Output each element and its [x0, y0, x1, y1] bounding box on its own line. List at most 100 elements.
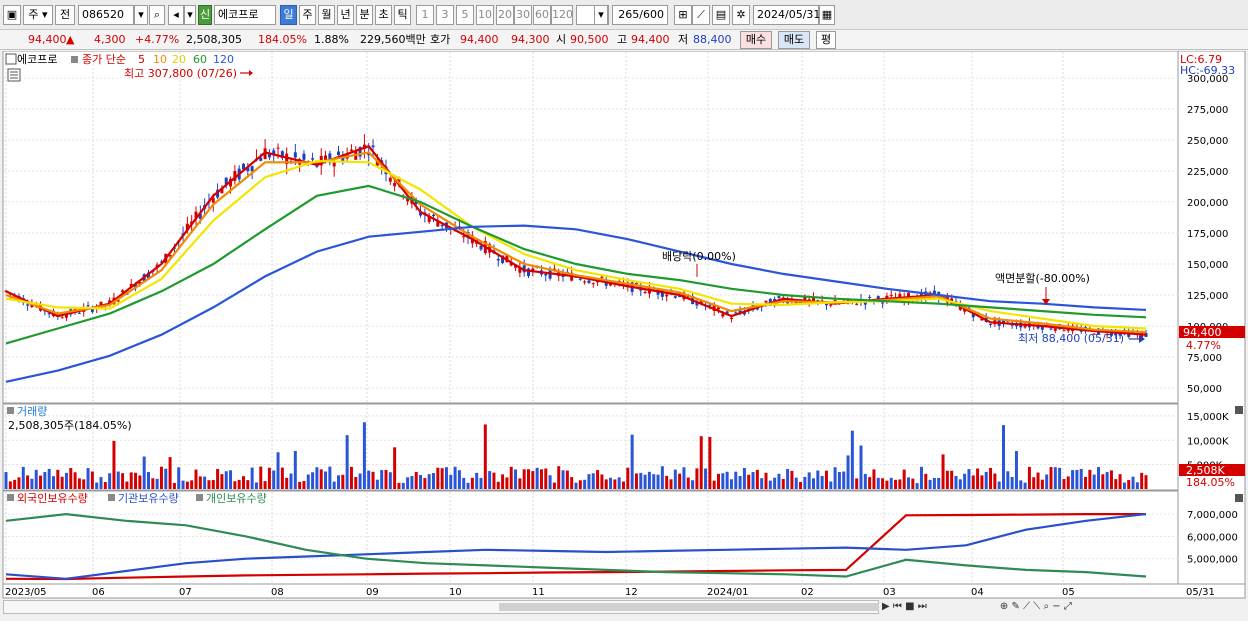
volume-bar [609, 477, 613, 489]
interval-10-button[interactable]: 10 [476, 5, 494, 25]
pct-tag: 4.77% [1186, 339, 1221, 352]
volume-bar [159, 466, 163, 489]
split-arrowhead-icon [1042, 299, 1050, 305]
volume-bar [786, 468, 790, 489]
institution-legend-icon [108, 494, 115, 501]
eval-button[interactable]: 평 [816, 31, 836, 49]
volume-bar [190, 480, 194, 489]
draw-icon[interactable]: ⟋ [692, 5, 710, 25]
tool-icon[interactable]: ✎ [1011, 601, 1020, 612]
play-icon[interactable]: ▶ [882, 601, 890, 612]
candle-body [1062, 330, 1066, 332]
period-day-button[interactable]: 일 [280, 5, 297, 25]
volume-bar [911, 478, 915, 489]
date-input[interactable]: 2024/05/31 [753, 5, 820, 25]
holdings-close-icon[interactable] [1235, 494, 1243, 502]
candle-body [1092, 333, 1096, 335]
prev-button[interactable]: 전 [55, 5, 75, 25]
volume-bar [863, 473, 867, 489]
candle-body [626, 282, 630, 288]
holdings-lines [5, 512, 1147, 581]
volume-bar [259, 466, 263, 489]
volume-bar [423, 478, 427, 489]
volume-bar [1071, 470, 1075, 489]
interval-120-button[interactable]: 120 [551, 5, 573, 25]
candle-body [820, 300, 824, 302]
candle-body [678, 295, 682, 298]
volume-bar [1053, 467, 1057, 489]
scrollbar-thumb[interactable] [499, 603, 879, 611]
volume-bar [483, 424, 487, 489]
rewind-icon[interactable]: ⏮ [892, 601, 902, 612]
volume-bar [958, 479, 962, 489]
volume-bar [26, 475, 30, 489]
period-second-button[interactable]: 초 [375, 5, 392, 25]
volume-bar [293, 450, 297, 489]
interval-60-button[interactable]: 60 [533, 5, 551, 25]
sound-icon[interactable]: ◂ [168, 5, 184, 25]
candle-body [777, 296, 781, 298]
interval-20-button[interactable]: 20 [496, 5, 514, 25]
sell-button[interactable]: 매도 [778, 31, 810, 49]
gear-icon[interactable]: ✲ [732, 5, 750, 25]
stop-icon[interactable]: ■ [905, 601, 915, 612]
x-tick-label: 08 [271, 587, 284, 598]
forward-icon[interactable]: ⏭ [917, 601, 927, 612]
minus-icon[interactable]: − [1052, 601, 1061, 612]
scrollbar-track[interactable] [3, 600, 879, 614]
zoom-icon[interactable]: ⌕ [1043, 601, 1050, 612]
ask-label: 호가 [430, 33, 451, 46]
panel-settings-icon[interactable] [5, 53, 17, 65]
chart-svg[interactable]: 2023/05 06 07 08 09 10 11 12 2024/01 02 03 04 05 05/3… [0, 50, 1248, 621]
volume-bar [760, 478, 764, 489]
volume-close-icon[interactable] [1235, 406, 1243, 414]
volume-bar [462, 477, 466, 489]
line2-icon[interactable]: ⟍ [1033, 601, 1041, 612]
candle-body [708, 304, 712, 306]
sound-dropdown-icon[interactable]: ▾ [184, 5, 196, 25]
grid-icon[interactable]: ⊞ [674, 5, 692, 25]
period-month-button[interactable]: 월 [318, 5, 335, 25]
period-select[interactable]: 주 ▾ [23, 5, 53, 25]
volume-bar [246, 480, 250, 489]
volume-bar [734, 471, 738, 489]
candle-body [1144, 332, 1148, 337]
volume-bar [764, 472, 768, 489]
line-icon[interactable]: ⟋ [1023, 601, 1031, 612]
period-year-button[interactable]: 년 [337, 5, 354, 25]
candle-body [868, 297, 872, 299]
interval-3-button[interactable]: 3 [436, 5, 454, 25]
chart-area[interactable]: 2023/05 06 07 08 09 10 11 12 2024/01 02 03 04 05 05/3… [0, 50, 1248, 621]
x-tick-label: 06 [92, 587, 105, 598]
volume-bar [812, 478, 815, 489]
search-icon[interactable]: ⌕ [149, 5, 165, 25]
candle-body [1036, 325, 1040, 329]
save-icon[interactable]: ▤ [712, 5, 730, 25]
expand-icon[interactable]: ⤢ [1063, 601, 1072, 612]
x-tick-label: 11 [532, 587, 545, 598]
period-tick-button[interactable]: 틱 [394, 5, 411, 25]
volume-bar [561, 470, 565, 489]
period-week-button[interactable]: 주 [299, 5, 316, 25]
count-input[interactable]: 265/600 [612, 5, 668, 25]
calendar-icon[interactable]: ▦ [819, 5, 835, 25]
stock-code-input[interactable]: 086520 [78, 5, 134, 25]
x-tick-label: 2023/05 [5, 587, 47, 598]
volume-bar [194, 469, 198, 489]
interval-1-button[interactable]: 1 [416, 5, 434, 25]
interval-dropdown-icon[interactable]: ▾ [594, 5, 608, 25]
volume-bar [155, 478, 159, 489]
code-dropdown-icon[interactable]: ▾ [134, 5, 148, 25]
candle-body [60, 317, 64, 319]
volume-bar [1144, 475, 1148, 489]
zoom-in-icon[interactable]: ⊕ [999, 601, 1009, 612]
credit-badge: 신 [198, 5, 212, 25]
window-icon[interactable]: ▣ [3, 5, 21, 25]
interval-5-button[interactable]: 5 [456, 5, 474, 25]
candle-body [168, 254, 172, 257]
interval-30-button[interactable]: 30 [514, 5, 532, 25]
period-minute-button[interactable]: 분 [356, 5, 373, 25]
volume-bar [116, 471, 120, 489]
buy-button[interactable]: 매수 [740, 31, 772, 49]
volume-bar [332, 481, 336, 489]
